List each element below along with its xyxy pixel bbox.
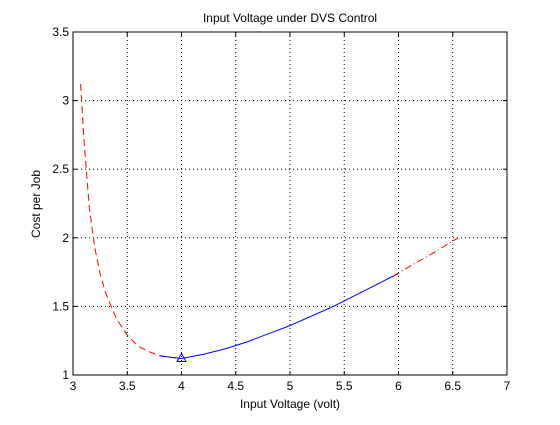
axis-ticks: 3 3.5 4 4.5 5 5.5 6 6.5 7 1 1.5 2 2.5 3 3.5 — [52, 25, 510, 393]
y-tick-label: 3.5 — [52, 25, 69, 39]
data-series — [80, 84, 459, 359]
y-tick-label: 2 — [62, 231, 69, 245]
x-tick-label: 5.5 — [336, 379, 353, 393]
y-tick-label: 1.5 — [52, 299, 69, 313]
data-markers — [176, 352, 187, 363]
y-tick-label: 1 — [62, 368, 69, 382]
x-tick-label: 4.5 — [227, 379, 244, 393]
grid-lines — [73, 32, 507, 375]
x-tick-label: 3.5 — [119, 379, 136, 393]
x-tick-label: 6.5 — [444, 379, 461, 393]
x-tick-label: 5 — [287, 379, 294, 393]
plot-area — [73, 32, 507, 375]
y-tick-label: 2.5 — [52, 162, 69, 176]
y-tick-label: 3 — [62, 94, 69, 108]
x-tick-label: 3 — [70, 379, 77, 393]
x-tick-label: 4 — [178, 379, 185, 393]
x-tick-label: 7 — [504, 379, 511, 393]
chart-title: Input Voltage under DVS Control — [203, 11, 377, 25]
series-line-dashdot — [392, 237, 459, 277]
y-axis-label: Cost per Job — [29, 170, 43, 238]
x-axis-label: Input Voltage (volt) — [240, 397, 340, 411]
minimum-point-marker — [176, 352, 187, 363]
series-line-solid — [159, 273, 399, 359]
x-tick-label: 6 — [395, 379, 402, 393]
